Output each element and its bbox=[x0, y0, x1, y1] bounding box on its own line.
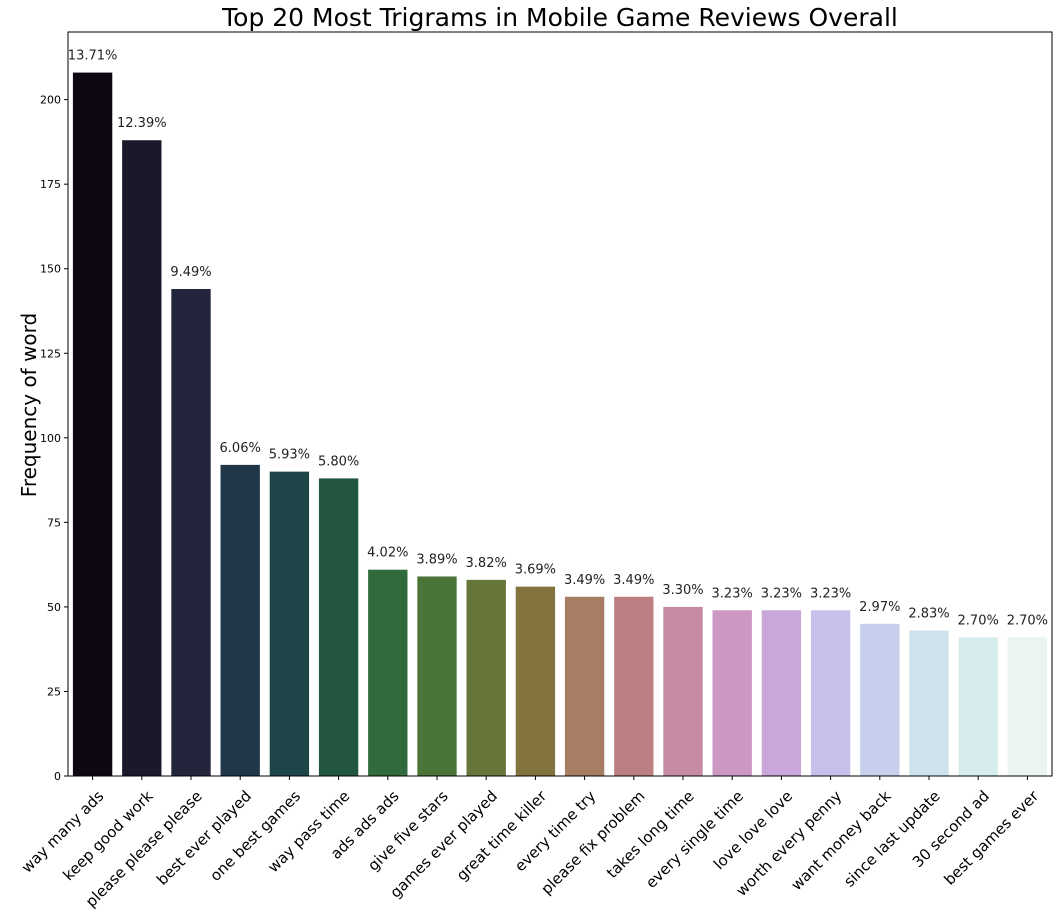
bar bbox=[663, 606, 703, 776]
data-label: 3.23% bbox=[761, 586, 802, 601]
x-tick-label: great time killer bbox=[453, 786, 551, 884]
data-label: 3.23% bbox=[712, 586, 753, 601]
x-tick-label: takes long time bbox=[603, 787, 698, 882]
y-axis-label: Frequency of word bbox=[17, 313, 41, 497]
y-tick-label: 100 bbox=[40, 432, 61, 445]
y-tick-label: 50 bbox=[47, 601, 61, 614]
data-label: 2.83% bbox=[908, 607, 949, 622]
bar bbox=[122, 140, 162, 776]
x-tick-label: best games ever bbox=[940, 786, 1042, 888]
x-tick-label: one best games bbox=[206, 787, 304, 885]
bar bbox=[466, 579, 506, 776]
y-tick-label: 150 bbox=[40, 263, 61, 276]
y-tick-label: 175 bbox=[40, 178, 61, 191]
bar bbox=[614, 596, 654, 776]
bar bbox=[515, 586, 556, 776]
data-label: 3.30% bbox=[662, 583, 703, 598]
bar bbox=[1007, 637, 1048, 776]
x-tick-label: keep good work bbox=[59, 787, 156, 884]
bar bbox=[564, 596, 605, 776]
bar bbox=[171, 289, 211, 776]
data-label: 3.49% bbox=[564, 573, 605, 588]
bar bbox=[909, 630, 949, 776]
data-label: 4.02% bbox=[367, 546, 408, 561]
data-label: 3.49% bbox=[613, 573, 654, 588]
bar bbox=[72, 72, 113, 777]
y-tick-label: 25 bbox=[47, 685, 61, 698]
bar bbox=[269, 471, 310, 776]
data-label: 2.70% bbox=[1007, 613, 1048, 628]
bar bbox=[417, 576, 457, 776]
y-tick-label: 125 bbox=[40, 347, 61, 360]
data-label: 9.49% bbox=[170, 265, 211, 280]
y-tick-label: 0 bbox=[54, 770, 61, 783]
data-label: 5.93% bbox=[269, 448, 310, 463]
bar bbox=[220, 464, 260, 776]
bar bbox=[712, 610, 752, 776]
y-tick-label: 200 bbox=[40, 94, 61, 107]
x-tick-label: way many ads bbox=[18, 787, 108, 877]
data-label: 13.71% bbox=[68, 49, 118, 64]
data-label: 3.69% bbox=[515, 563, 556, 578]
data-label: 2.70% bbox=[958, 613, 999, 628]
data-label: 2.97% bbox=[859, 600, 900, 615]
bar bbox=[368, 569, 408, 776]
bar bbox=[761, 610, 802, 776]
bar bbox=[318, 478, 359, 776]
plot-area: 13.71% way many ads 12.39% keep good work 9.… bbox=[18, 31, 1053, 910]
data-label: 6.06% bbox=[220, 441, 261, 456]
plot-frame bbox=[67, 31, 1053, 777]
data-label: 3.82% bbox=[466, 556, 507, 571]
bar bbox=[958, 637, 998, 776]
data-label: 12.39% bbox=[117, 116, 167, 131]
data-label: 5.80% bbox=[318, 454, 359, 469]
y-tick-label: 75 bbox=[47, 516, 61, 529]
bar bbox=[860, 623, 900, 776]
chart-title: Top 20 Most Trigrams in Mobile Game Revi… bbox=[221, 3, 898, 32]
data-label: 3.23% bbox=[810, 586, 851, 601]
bar bbox=[810, 610, 851, 776]
data-label: 3.89% bbox=[416, 552, 457, 567]
